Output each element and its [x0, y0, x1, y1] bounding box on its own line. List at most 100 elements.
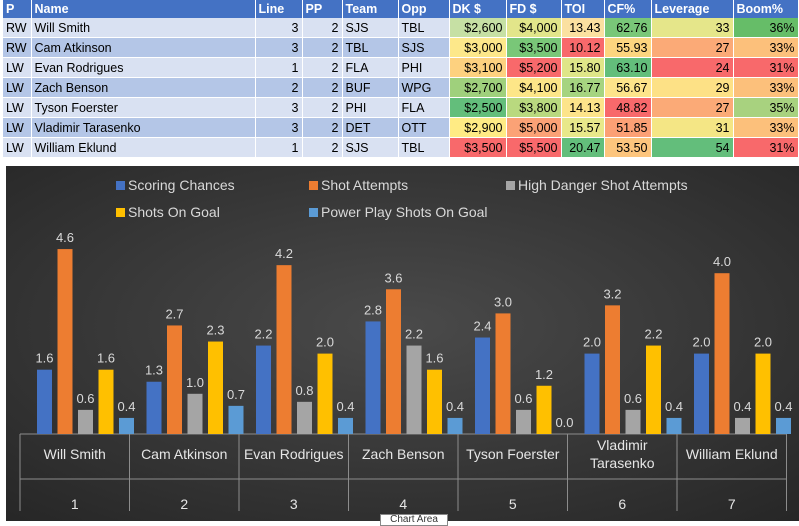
cell-lev[interactable]: 29: [651, 77, 734, 98]
cell-pp[interactable]: 2: [302, 97, 343, 118]
cell-boom[interactable]: 33%: [733, 77, 799, 98]
cell-name[interactable]: Zach Benson: [31, 77, 256, 98]
cell-line[interactable]: 3: [255, 37, 303, 58]
column-header[interactable]: Boom%: [733, 0, 799, 18]
cell-line[interactable]: 3: [255, 117, 303, 138]
cell-pp[interactable]: 2: [302, 57, 343, 78]
cell-pos[interactable]: LW: [3, 77, 32, 98]
stats-bar-chart[interactable]: Scoring Chances Shot Attempts High Danger …: [6, 166, 799, 521]
cell-line[interactable]: 3: [255, 97, 303, 118]
cell-cf[interactable]: 55.93: [604, 37, 652, 58]
cell-line[interactable]: 2: [255, 77, 303, 98]
cell-toi[interactable]: 10.12: [561, 37, 605, 58]
cell-opp[interactable]: OTT: [398, 117, 450, 138]
cell-opp[interactable]: SJS: [398, 37, 450, 58]
cell-boom[interactable]: 31%: [733, 57, 799, 78]
cell-opp[interactable]: PHI: [398, 57, 450, 78]
column-header[interactable]: PP: [302, 0, 343, 18]
cell-opp[interactable]: TBL: [398, 137, 450, 158]
cell-opp[interactable]: WPG: [398, 77, 450, 98]
cell-line[interactable]: 1: [255, 57, 303, 78]
cell-team[interactable]: DET: [342, 117, 399, 138]
cell-pp[interactable]: 2: [302, 37, 343, 58]
cell-team[interactable]: BUF: [342, 77, 399, 98]
column-header[interactable]: Team: [342, 0, 399, 18]
column-header[interactable]: P: [3, 0, 32, 18]
cell-name[interactable]: William Eklund: [31, 137, 256, 158]
cell-dk[interactable]: $2,700: [449, 77, 507, 98]
cell-team[interactable]: PHI: [342, 97, 399, 118]
cell-fd[interactable]: $5,500: [506, 137, 562, 158]
cell-toi[interactable]: 20.47: [561, 137, 605, 158]
cell-cf[interactable]: 62.76: [604, 18, 652, 38]
cell-cf[interactable]: 48.82: [604, 97, 652, 118]
cell-pp[interactable]: 2: [302, 137, 343, 158]
cell-name[interactable]: Vladimir Tarasenko: [31, 117, 256, 138]
cell-boom[interactable]: 33%: [733, 117, 799, 138]
cell-fd[interactable]: $3,800: [506, 97, 562, 118]
column-header[interactable]: Leverage: [651, 0, 734, 18]
cell-dk[interactable]: $2,500: [449, 97, 507, 118]
cell-opp[interactable]: FLA: [398, 97, 450, 118]
cell-lev[interactable]: 24: [651, 57, 734, 78]
cell-dk[interactable]: $2,900: [449, 117, 507, 138]
cell-lev[interactable]: 27: [651, 37, 734, 58]
cell-team[interactable]: SJS: [342, 137, 399, 158]
cell-pp[interactable]: 2: [302, 18, 343, 38]
cell-team[interactable]: TBL: [342, 37, 399, 58]
cell-line[interactable]: 3: [255, 18, 303, 38]
cell-lev[interactable]: 27: [651, 97, 734, 118]
cell-toi[interactable]: 14.13: [561, 97, 605, 118]
cell-toi[interactable]: 15.80: [561, 57, 605, 78]
cell-dk[interactable]: $3,500: [449, 137, 507, 158]
cell-name[interactable]: Evan Rodrigues: [31, 57, 256, 78]
cell-fd[interactable]: $5,200: [506, 57, 562, 78]
cell-cf[interactable]: 63.10: [604, 57, 652, 78]
cell-toi[interactable]: 16.77: [561, 77, 605, 98]
cell-line[interactable]: 1: [255, 137, 303, 158]
cell-pp[interactable]: 2: [302, 77, 343, 98]
cell-fd[interactable]: $3,500: [506, 37, 562, 58]
table-row[interactable]: LW William Eklund 1 2 SJS TBL $3,500 $5,500 20.4…: [3, 137, 799, 158]
table-row[interactable]: LW Tyson Foerster 3 2 PHI FLA $2,500 $3,800 14.1…: [3, 97, 799, 118]
cell-pos[interactable]: LW: [3, 97, 32, 118]
cell-pos[interactable]: LW: [3, 137, 32, 158]
table-row[interactable]: RW Will Smith 3 2 SJS TBL $2,600 $4,000 13.43 62.…: [3, 18, 799, 38]
cell-dk[interactable]: $2,600: [449, 18, 507, 38]
cell-fd[interactable]: $5,000: [506, 117, 562, 138]
cell-toi[interactable]: 13.43: [561, 18, 605, 38]
column-header[interactable]: Line: [255, 0, 303, 18]
cell-opp[interactable]: TBL: [398, 18, 450, 38]
cell-team[interactable]: SJS: [342, 18, 399, 38]
cell-name[interactable]: Cam Atkinson: [31, 37, 256, 58]
cell-boom[interactable]: 31%: [733, 137, 799, 158]
table-row[interactable]: LW Vladimir Tarasenko 3 2 DET OTT $2,900 $5,000…: [3, 117, 799, 138]
cell-dk[interactable]: $3,100: [449, 57, 507, 78]
cell-cf[interactable]: 56.67: [604, 77, 652, 98]
column-header[interactable]: TOI: [561, 0, 605, 18]
cell-boom[interactable]: 33%: [733, 37, 799, 58]
cell-pp[interactable]: 2: [302, 117, 343, 138]
cell-pos[interactable]: LW: [3, 117, 32, 138]
cell-name[interactable]: Will Smith: [31, 18, 256, 38]
column-header[interactable]: DK $: [449, 0, 507, 18]
cell-boom[interactable]: 35%: [733, 97, 799, 118]
cell-name[interactable]: Tyson Foerster: [31, 97, 256, 118]
table-row[interactable]: LW Evan Rodrigues 1 2 FLA PHI $3,100 $5,200 15.8…: [3, 57, 799, 78]
table-row[interactable]: RW Cam Atkinson 3 2 TBL SJS $3,000 $3,500 10.12 5…: [3, 37, 799, 58]
cell-pos[interactable]: RW: [3, 18, 32, 38]
column-header[interactable]: Opp: [398, 0, 450, 18]
cell-lev[interactable]: 31: [651, 117, 734, 138]
cell-fd[interactable]: $4,000: [506, 18, 562, 38]
cell-cf[interactable]: 51.85: [604, 117, 652, 138]
cell-cf[interactable]: 53.50: [604, 137, 652, 158]
cell-toi[interactable]: 15.57: [561, 117, 605, 138]
column-header[interactable]: FD $: [506, 0, 562, 18]
cell-boom[interactable]: 36%: [733, 18, 799, 38]
column-header[interactable]: CF%: [604, 0, 652, 18]
table-row[interactable]: LW Zach Benson 2 2 BUF WPG $2,700 $4,100 16.77 56…: [3, 77, 799, 98]
cell-pos[interactable]: RW: [3, 37, 32, 58]
column-header[interactable]: Name: [31, 0, 256, 18]
cell-pos[interactable]: LW: [3, 57, 32, 78]
cell-team[interactable]: FLA: [342, 57, 399, 78]
